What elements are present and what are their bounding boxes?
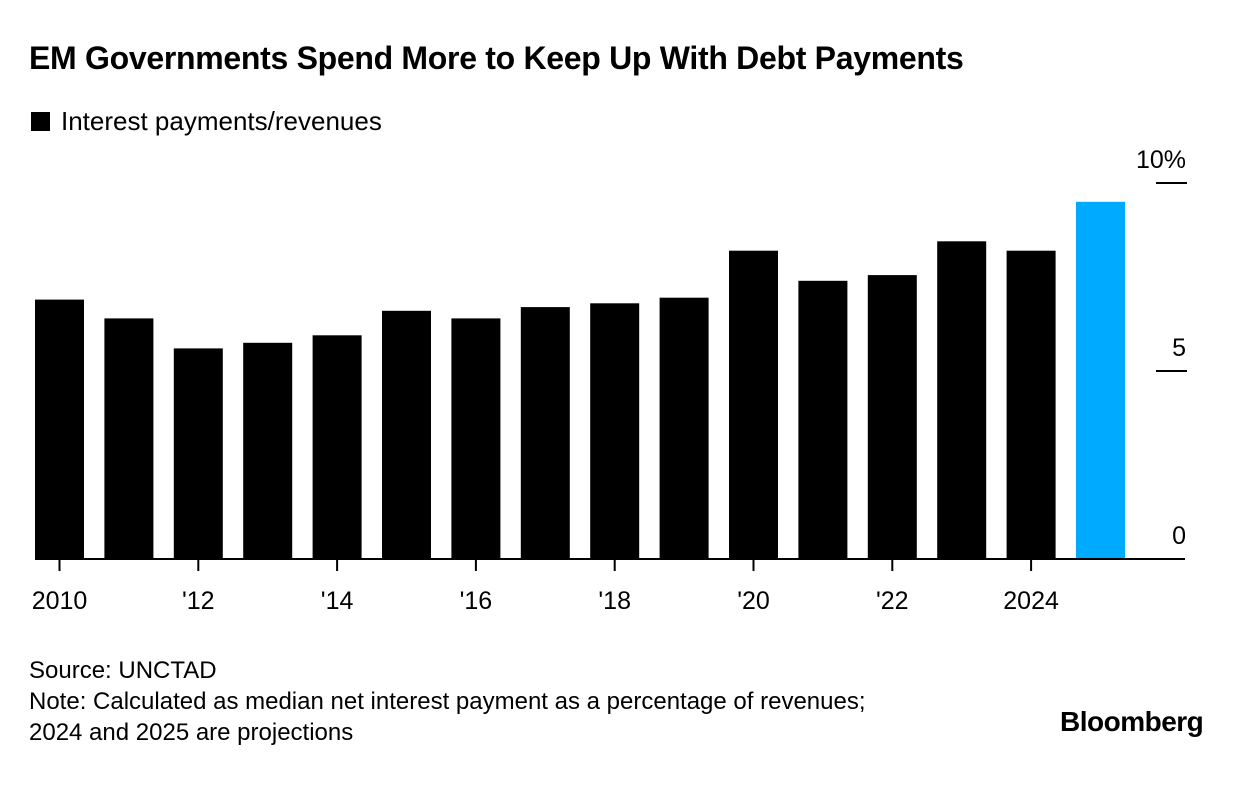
bar-2018 xyxy=(590,303,640,559)
x-tick-label: '12 xyxy=(182,587,215,615)
bar-2013 xyxy=(243,342,293,559)
y-tick-label: 10% xyxy=(1136,146,1186,174)
x-tick-label: '20 xyxy=(737,587,770,615)
bar-2010 xyxy=(35,299,84,559)
bar-2020 xyxy=(729,250,778,559)
x-tick-label: '18 xyxy=(598,587,631,615)
bar-2024 xyxy=(1006,250,1056,559)
bar-2015 xyxy=(382,310,431,559)
note-line-2: 2024 and 2025 are projections xyxy=(29,719,354,746)
x-tick-label: '22 xyxy=(876,587,909,615)
bar-2022 xyxy=(867,275,917,559)
x-tick-label: '14 xyxy=(321,587,354,615)
bar-2023 xyxy=(937,241,987,560)
legend-swatch xyxy=(31,112,50,131)
bars-group xyxy=(35,201,1125,560)
x-axis: 2010 '12 '14 '16 '18 '20 '22 2024 xyxy=(32,559,1059,615)
y-axis: 0 5 10% xyxy=(1136,146,1187,550)
source-text: Source: UNCTAD xyxy=(29,657,217,684)
bar-2021 xyxy=(798,280,848,559)
bar-2014 xyxy=(312,335,362,559)
bar-2016 xyxy=(451,318,501,559)
x-tick-label: '16 xyxy=(460,587,493,615)
bar-chart: 0 5 10% 2010 '12 '14 '16 '18 '20 '22 2024 xyxy=(32,146,1187,615)
legend: Interest payments/revenues xyxy=(31,106,382,137)
chart-title: EM Governments Spend More to Keep Up Wit… xyxy=(29,40,964,76)
y-tick-label: 0 xyxy=(1172,522,1186,550)
bar-2012 xyxy=(173,348,223,559)
bar-2025 xyxy=(1076,201,1125,560)
bar-2019 xyxy=(659,297,709,559)
bar-2017 xyxy=(520,307,570,559)
bloomberg-logo: Bloomberg xyxy=(1060,706,1204,737)
x-tick-label: 2010 xyxy=(32,587,88,615)
y-tick-label: 5 xyxy=(1172,334,1186,362)
footer: Source: UNCTAD Note: Calculated as media… xyxy=(29,655,866,748)
bar-2011 xyxy=(104,318,154,559)
x-tick-label: 2024 xyxy=(1003,587,1059,615)
legend-label: Interest payments/revenues xyxy=(61,106,382,136)
note-line-1: Note: Calculated as median net interest … xyxy=(29,688,866,715)
